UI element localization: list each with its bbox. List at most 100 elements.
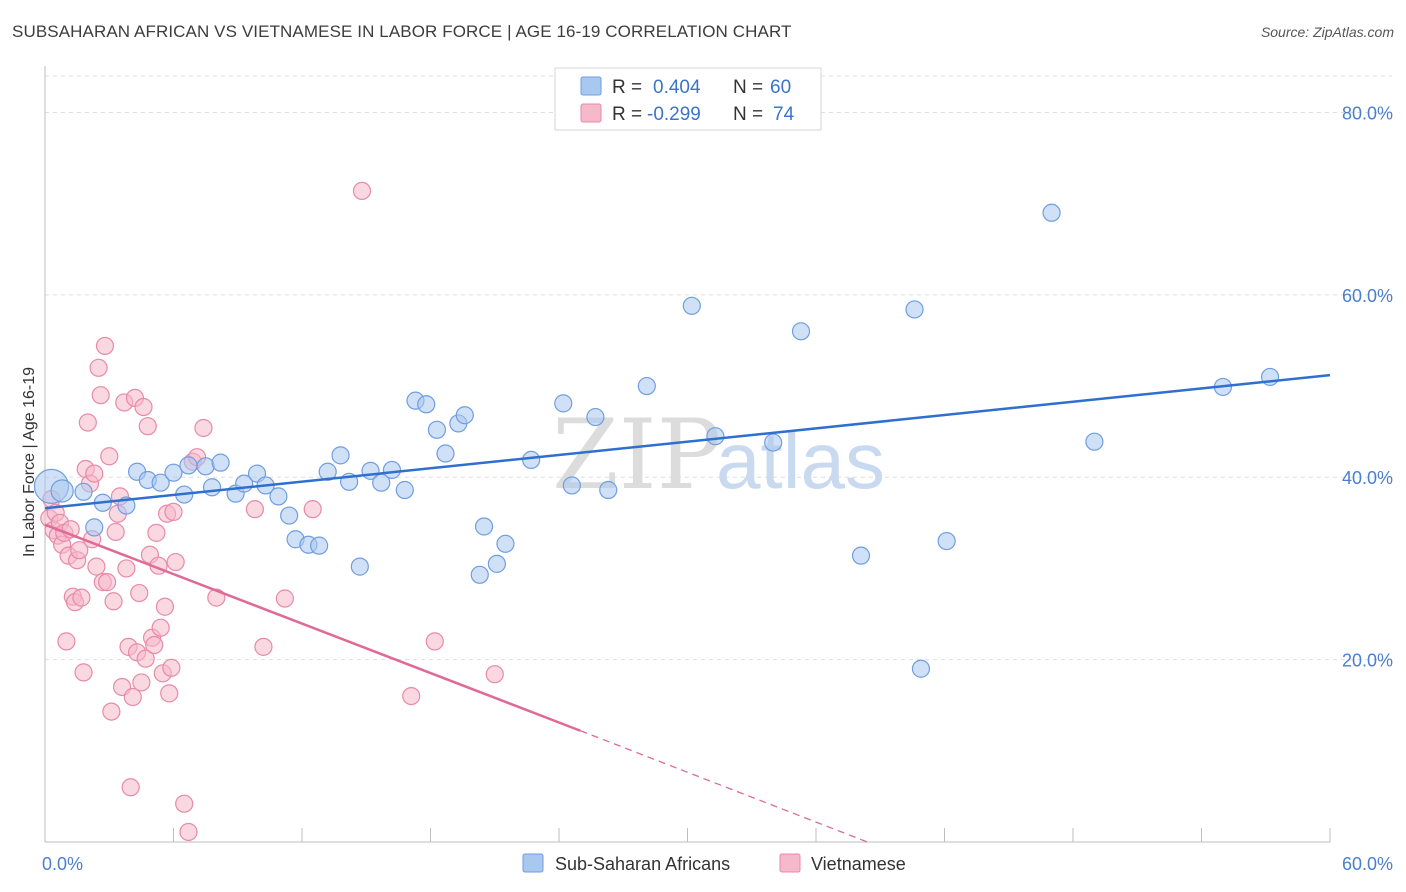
source-credit: Source: ZipAtlas.com bbox=[1260, 24, 1394, 40]
sub-saharan-point bbox=[937, 531, 956, 551]
vietnamese-point bbox=[485, 665, 504, 684]
vietnamese-point bbox=[85, 464, 104, 483]
vietnamese-point bbox=[151, 618, 170, 637]
stats-legend-r-value: -0.299 bbox=[647, 104, 701, 125]
stats-legend: R = 0.404 N = 60 R = -0.299 N = 74 bbox=[554, 67, 822, 131]
sub-saharan-point bbox=[562, 476, 581, 495]
vietnamese-point bbox=[89, 358, 108, 377]
stats-legend-r-value: 0.404 bbox=[653, 77, 701, 98]
sub-saharan-point bbox=[417, 395, 436, 414]
x-tick-labels: 0.0% 60.0% bbox=[42, 854, 1393, 874]
sub-saharan-point bbox=[1085, 432, 1104, 451]
sub-saharan-point bbox=[74, 482, 93, 501]
sub-saharan-point bbox=[851, 546, 871, 565]
vietnamese-point bbox=[100, 447, 119, 466]
stats-legend-n-label: N = bbox=[733, 104, 763, 125]
y-tick-labels: 20.0% 40.0% 60.0% 80.0% bbox=[1342, 103, 1393, 670]
vietnamese-point bbox=[91, 386, 110, 405]
vietnamese-point bbox=[164, 502, 183, 521]
vietnamese-point bbox=[95, 336, 115, 356]
sub-saharan-point bbox=[85, 518, 104, 537]
y-tick-label: 20.0% bbox=[1342, 651, 1393, 671]
stats-legend-r-label: R = bbox=[612, 77, 642, 98]
sub-saharan-point bbox=[382, 460, 402, 480]
sub-saharan-point bbox=[599, 480, 618, 500]
stats-legend-n-value: 74 bbox=[773, 104, 795, 125]
sub-saharan-point bbox=[637, 376, 656, 396]
vietnamese-point bbox=[57, 632, 76, 651]
vietnamese-point bbox=[70, 541, 89, 560]
sub-saharan-point bbox=[151, 473, 170, 492]
sub-saharan-point bbox=[522, 450, 541, 470]
vietnamese-point bbox=[134, 397, 153, 417]
vietnamese-points bbox=[40, 181, 504, 842]
sub-saharan-point bbox=[427, 420, 447, 439]
watermark-zip: ZIP bbox=[552, 399, 721, 511]
sub-saharan-point bbox=[196, 457, 215, 476]
vietnamese-point bbox=[136, 649, 155, 668]
vietnamese-point bbox=[123, 687, 142, 707]
sub-saharan-point bbox=[586, 407, 605, 427]
sub-saharan-point bbox=[179, 456, 198, 475]
sub-saharan-point bbox=[682, 296, 701, 315]
axes bbox=[44, 66, 1331, 843]
series-legend: Sub-Saharan Africans Vietnamese bbox=[522, 853, 906, 874]
stats-legend-r-label: R = bbox=[612, 104, 642, 125]
sub-saharan-point bbox=[50, 479, 74, 503]
sub-saharan-point bbox=[331, 446, 350, 465]
y-tick-label: 40.0% bbox=[1342, 468, 1393, 488]
vietnamese-point bbox=[147, 523, 166, 542]
vietnamese-point bbox=[166, 552, 185, 572]
vietnamese-point bbox=[155, 597, 175, 616]
x-tick-label: 0.0% bbox=[42, 854, 83, 874]
sub-saharan-points bbox=[33, 203, 1280, 678]
sub-saharan-point bbox=[905, 300, 924, 319]
vietnamese-point bbox=[121, 778, 140, 797]
sub-saharan-point bbox=[280, 506, 299, 525]
series-legend-label: Sub-Saharan Africans bbox=[555, 854, 730, 874]
series-legend-blue-swatch bbox=[522, 853, 544, 873]
stats-legend-blue-swatch bbox=[580, 76, 602, 96]
sub-saharan-point bbox=[164, 463, 183, 482]
vietnamese-point bbox=[160, 684, 179, 703]
sub-saharan-point bbox=[211, 453, 230, 472]
stats-legend-n-label: N = bbox=[733, 77, 763, 98]
sub-saharan-point bbox=[269, 487, 288, 506]
sub-saharan-trendline bbox=[44, 373, 1331, 510]
stats-legend-n-value: 60 bbox=[770, 77, 791, 98]
vietnamese-point bbox=[102, 702, 121, 721]
sub-saharan-point bbox=[310, 536, 329, 555]
vietnamese-point bbox=[425, 632, 444, 651]
vietnamese-point bbox=[402, 686, 421, 706]
y-tick-label: 60.0% bbox=[1342, 286, 1393, 306]
vietnamese-point bbox=[130, 583, 149, 603]
sub-saharan-point bbox=[764, 433, 783, 452]
vietnamese-point bbox=[145, 635, 164, 655]
vietnamese-point bbox=[87, 557, 106, 576]
vietnamese-trendline bbox=[44, 523, 581, 732]
vietnamese-point bbox=[98, 573, 117, 592]
vietnamese-point bbox=[132, 673, 151, 692]
trendlines bbox=[44, 373, 1331, 843]
vietnamese-point bbox=[352, 181, 372, 200]
vietnamese-point bbox=[179, 822, 198, 842]
stats-legend-pink-swatch bbox=[580, 103, 602, 123]
vietnamese-point bbox=[175, 794, 194, 813]
sub-saharan-point bbox=[911, 659, 931, 678]
sub-saharan-point bbox=[455, 406, 474, 425]
sub-saharan-point bbox=[706, 427, 725, 446]
sub-saharan-point bbox=[470, 565, 489, 584]
sub-saharan-point bbox=[436, 444, 455, 463]
vietnamese-point bbox=[275, 589, 294, 608]
vietnamese-point bbox=[138, 417, 157, 436]
sub-saharan-point bbox=[554, 394, 573, 413]
vietnamese-point bbox=[104, 592, 123, 611]
y-axis-title: In Labor Force | Age 16-19 bbox=[21, 367, 38, 557]
chart-title: SUBSAHARAN AFRICAN VS VIETNAMESE IN LABO… bbox=[12, 22, 792, 41]
x-tick-label: 60.0% bbox=[1342, 854, 1393, 874]
grid bbox=[45, 75, 1392, 661]
vietnamese-point bbox=[254, 637, 273, 656]
sub-saharan-point bbox=[318, 462, 337, 481]
vietnamese-point bbox=[117, 559, 136, 578]
